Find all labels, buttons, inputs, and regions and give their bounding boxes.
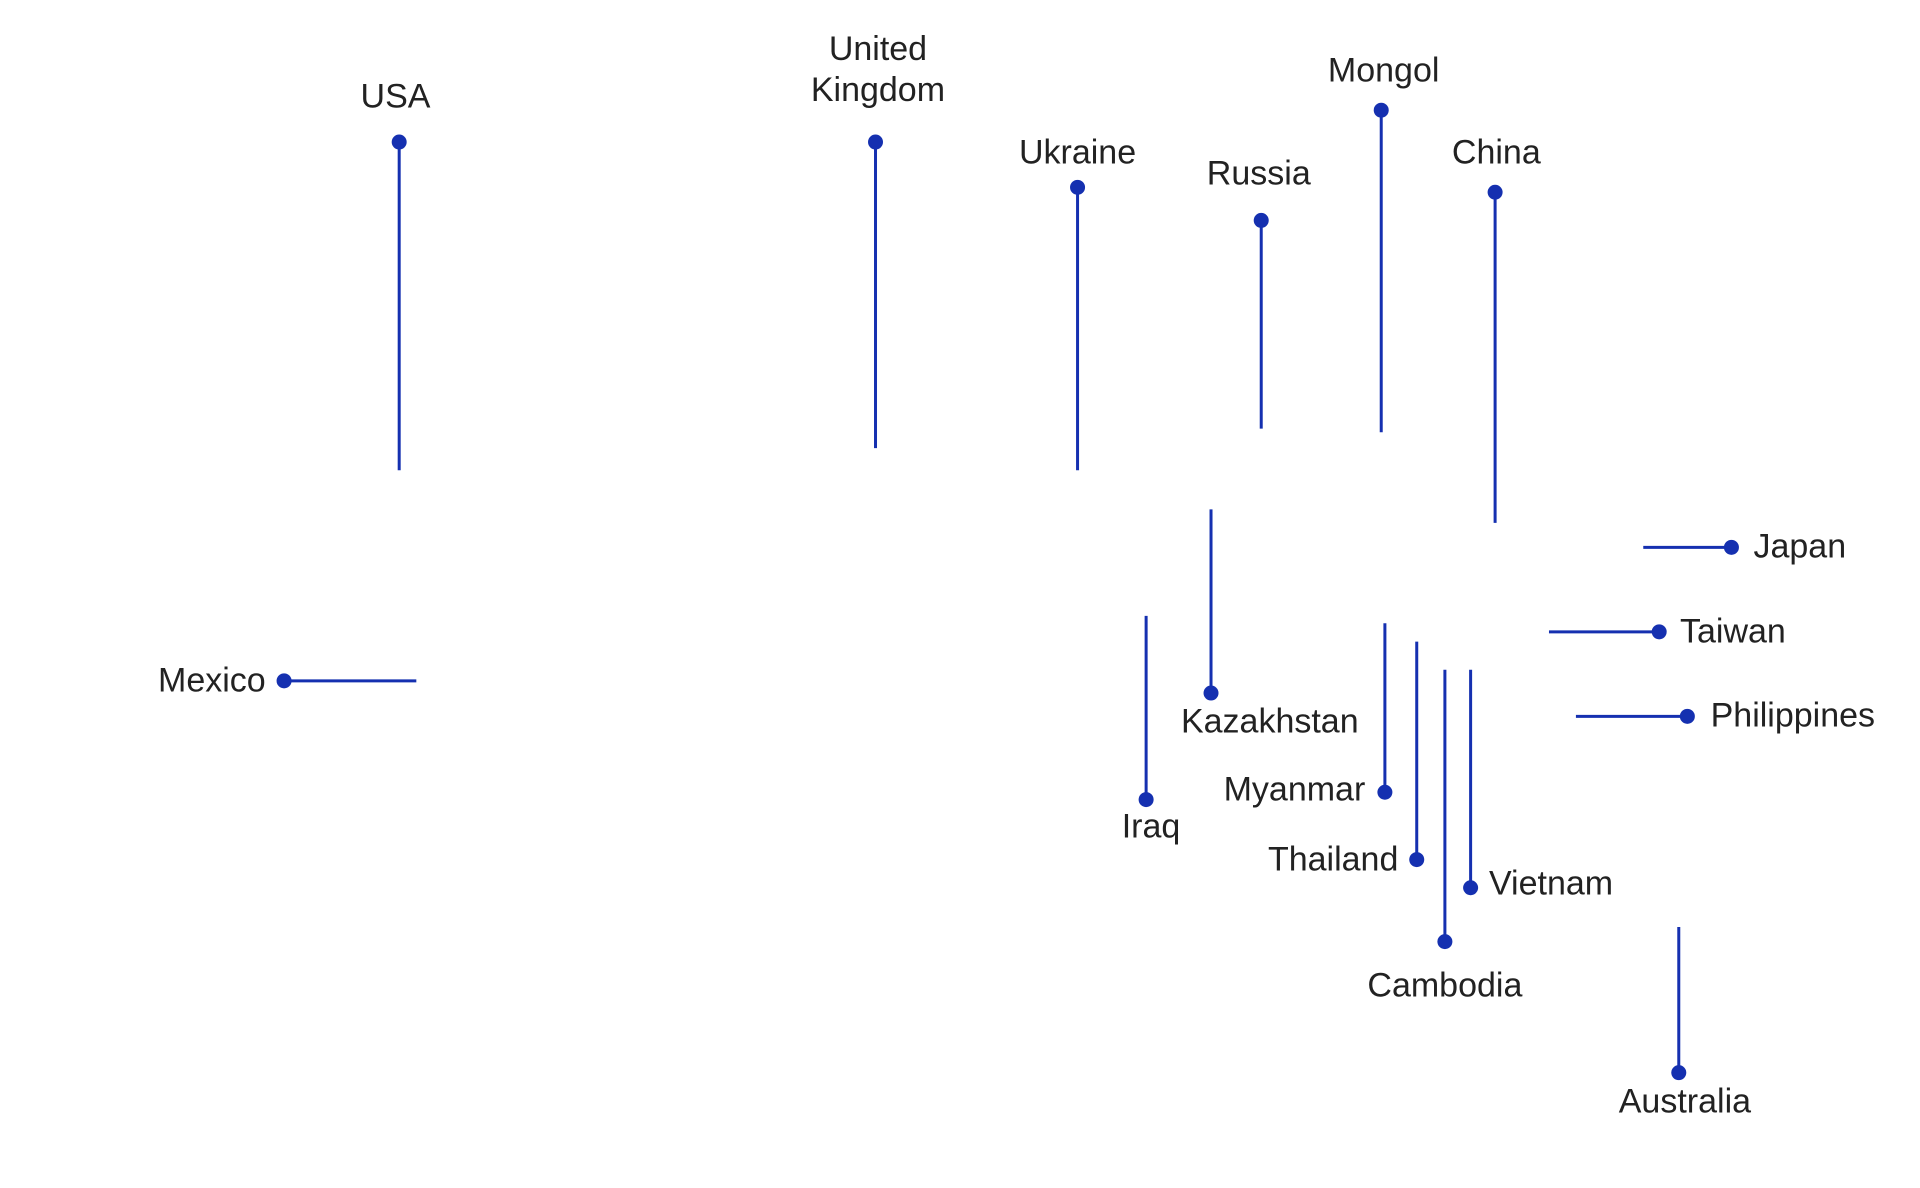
callout-dot (1070, 179, 1086, 195)
country-label: Ukraine (1018, 133, 1137, 172)
callout-dot (1723, 539, 1739, 555)
country-label: Vietnam (1488, 864, 1614, 903)
country-label: Taiwan (1680, 612, 1786, 651)
country-label: Kazakhstan (1180, 703, 1359, 742)
callout-dot (1651, 624, 1667, 640)
callout-dot (868, 134, 884, 150)
country-label: Mongol (1327, 51, 1440, 90)
country-label: Thailand (1267, 840, 1399, 879)
callout-dot (1373, 102, 1389, 118)
callout-dot (391, 134, 407, 150)
callout-dot (1679, 708, 1695, 724)
callout-dot (1463, 880, 1479, 896)
country-label: Russia (1206, 154, 1311, 193)
callout-dot (1203, 685, 1219, 701)
country-label: USA (360, 77, 431, 116)
country-label: Philippines (1710, 696, 1876, 735)
callout-dot (1377, 784, 1393, 800)
country-label: United Kingdom (810, 29, 946, 109)
country-label: Myanmar (1223, 770, 1366, 809)
country-label: Mexico (158, 661, 266, 700)
callout-dot (1437, 934, 1453, 950)
callout-dot (276, 673, 292, 689)
callout-dot (1487, 184, 1503, 200)
country-label: Australia (1618, 1082, 1752, 1121)
callout-dot (1671, 1065, 1687, 1081)
callout-dot (1138, 792, 1154, 808)
callout-dot (1409, 852, 1425, 868)
country-label: Iraq (1121, 807, 1181, 846)
country-label: Cambodia (1367, 966, 1523, 1005)
country-label: China (1451, 133, 1541, 172)
country-label: Japan (1753, 527, 1847, 566)
callout-dot (1253, 212, 1269, 228)
